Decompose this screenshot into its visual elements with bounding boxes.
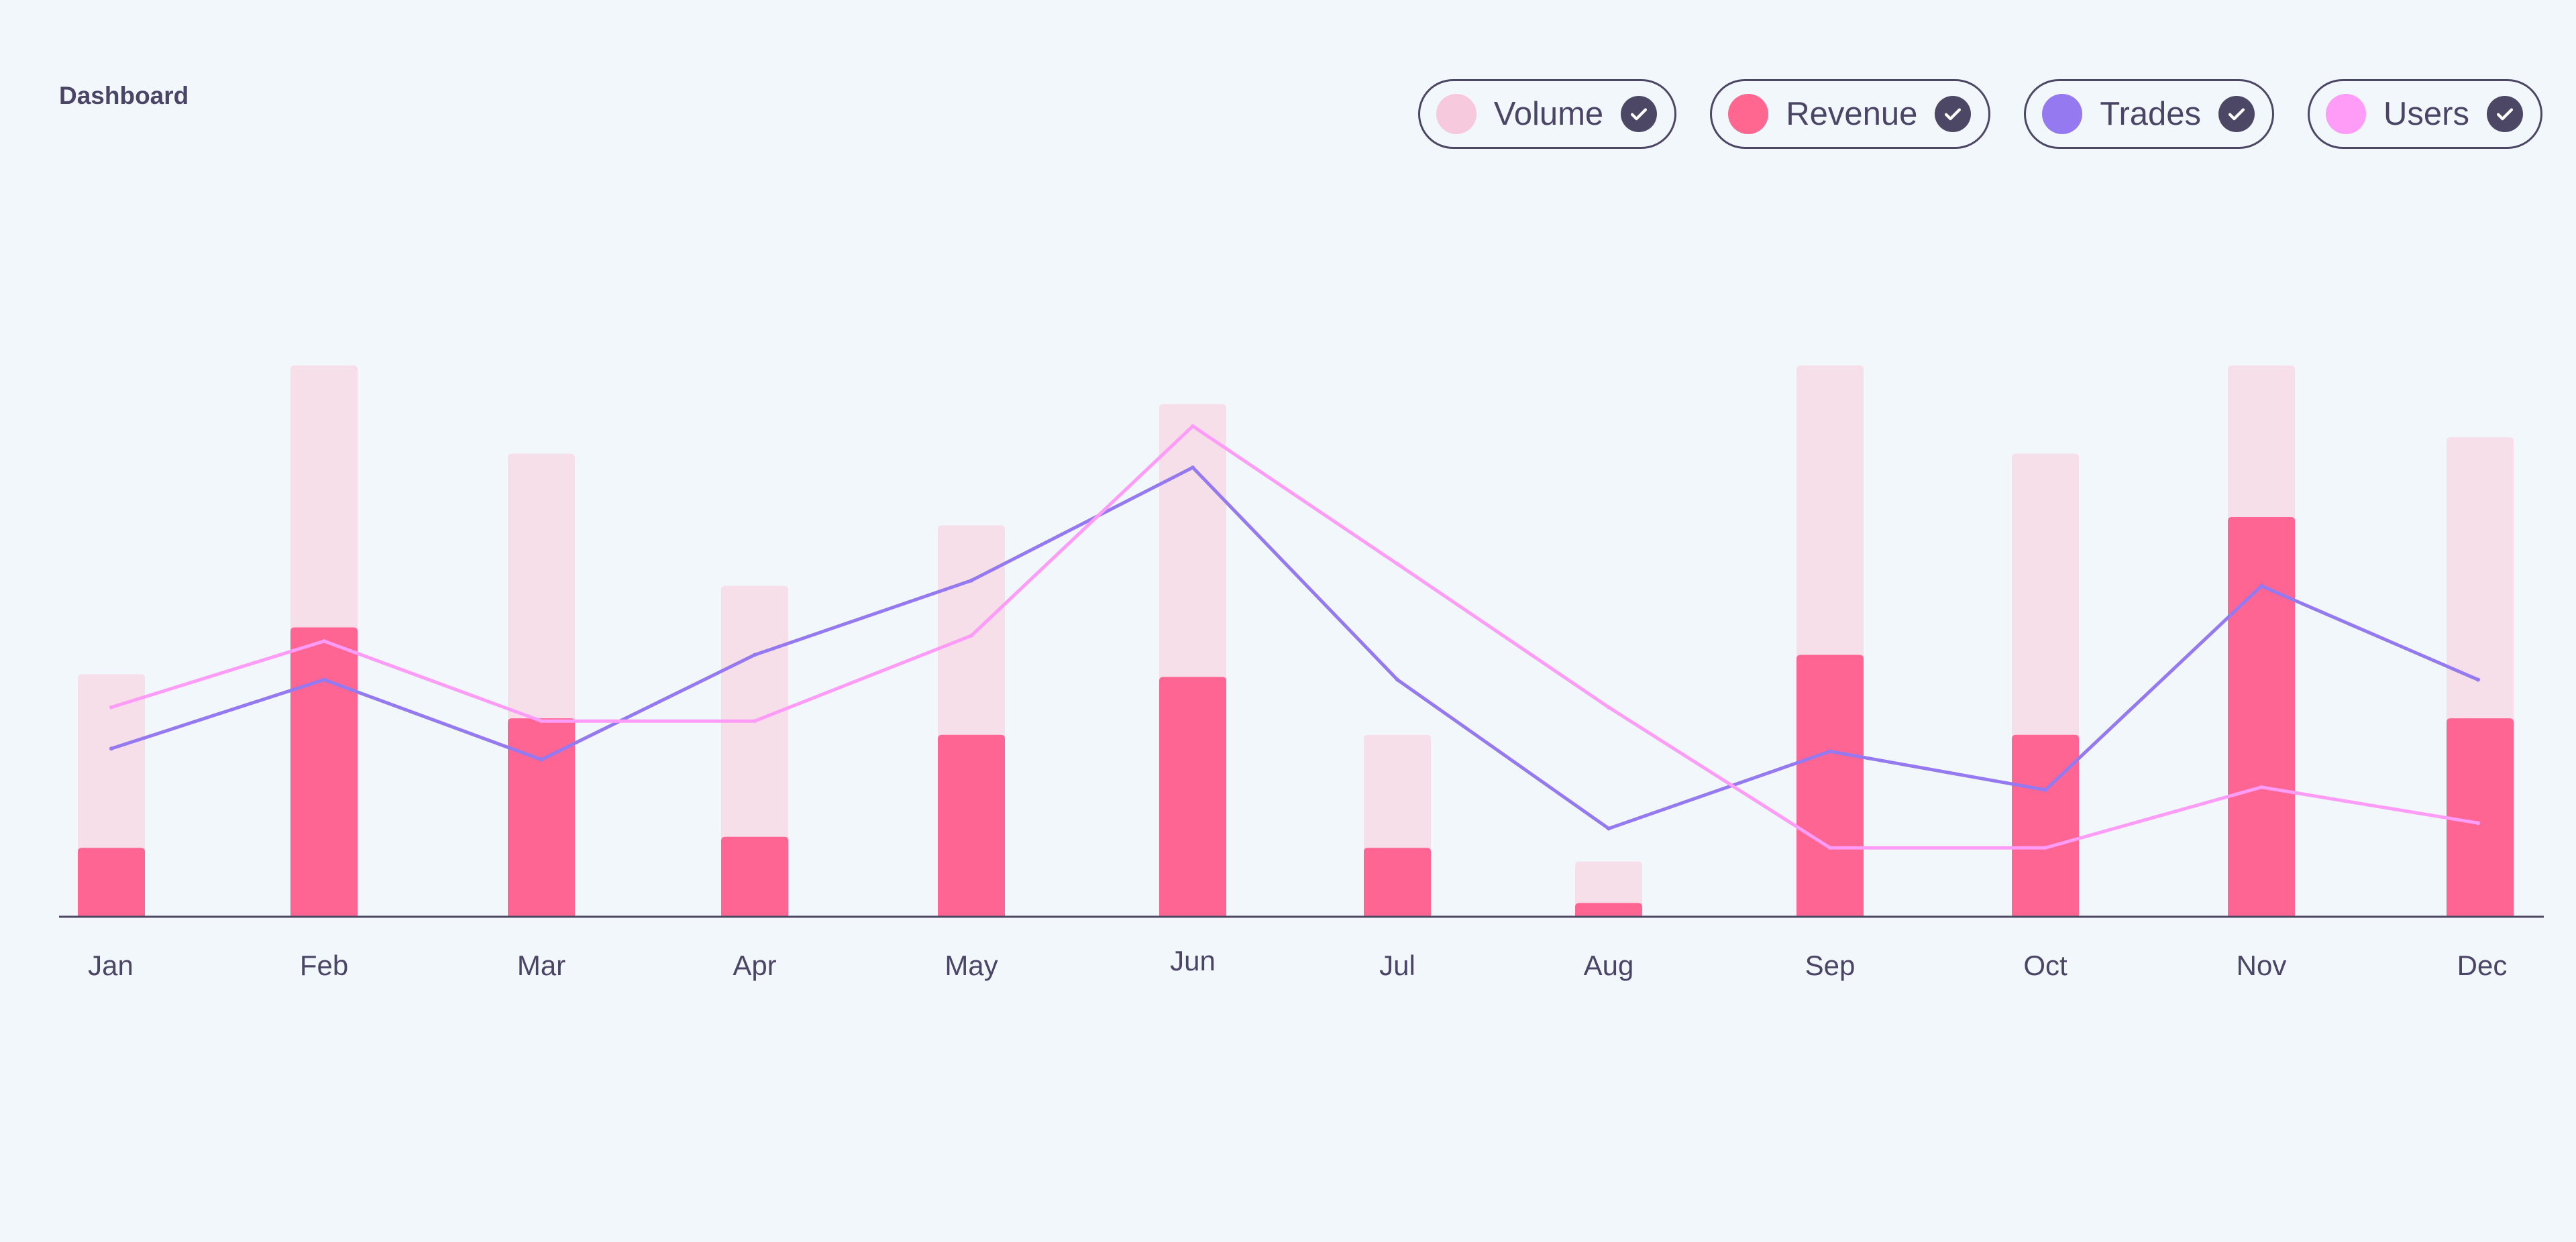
legend-toggle-revenue[interactable]: Revenue xyxy=(1710,79,1991,149)
users-line xyxy=(109,424,2480,850)
revenue-bar-sep xyxy=(1796,655,1864,917)
users-point-dec xyxy=(2476,821,2480,826)
revenue-bar-jan xyxy=(78,848,145,917)
users-point-apr xyxy=(753,719,757,724)
legend-label-revenue: Revenue xyxy=(1786,96,1918,132)
revenue-bar-jul xyxy=(1364,848,1431,917)
x-tick-label-feb: Feb xyxy=(300,950,348,981)
x-tick-label-may: May xyxy=(945,950,998,981)
trades-point-sep xyxy=(1828,749,1832,754)
check-icon xyxy=(2487,96,2523,132)
x-tick-label-nov: Nov xyxy=(2237,950,2287,981)
revenue-bar-oct xyxy=(2012,734,2079,917)
x-tick-label-jul: Jul xyxy=(1379,950,1415,981)
x-tick-label-apr: Apr xyxy=(733,950,776,981)
legend-label-trades: Trades xyxy=(2100,96,2202,132)
trades-swatch xyxy=(2042,94,2083,134)
trades-point-jul xyxy=(1395,677,1399,682)
trades-point-dec xyxy=(2476,677,2480,682)
legend-toggle-trades[interactable]: Trades xyxy=(2024,79,2275,149)
revenue-bar-feb xyxy=(290,627,358,917)
users-point-jun xyxy=(1191,424,1195,429)
trades-point-mar xyxy=(539,757,543,762)
users-point-jan xyxy=(109,705,113,710)
revenue-bar-jun xyxy=(1159,677,1226,917)
x-tick-label-aug: Aug xyxy=(1584,950,1634,981)
trades-point-jun xyxy=(1191,465,1195,470)
revenue-bar-may xyxy=(938,734,1005,917)
volume-bar-apr xyxy=(721,585,788,917)
users-point-may xyxy=(969,633,973,638)
revenue-bar-apr xyxy=(721,836,788,917)
trades-point-may xyxy=(969,578,973,583)
trades-point-apr xyxy=(753,653,757,657)
trades-point-oct xyxy=(2043,787,2047,792)
x-tick-label-jun: Jun xyxy=(1170,945,1216,976)
legend-label-users: Users xyxy=(2383,96,2469,132)
users-point-feb xyxy=(322,639,326,643)
revenue-bar-aug xyxy=(1575,903,1642,917)
check-icon xyxy=(1621,96,1658,132)
trades-point-nov xyxy=(2259,583,2263,588)
trades-point-jan xyxy=(109,746,113,751)
page-title: Dashboard xyxy=(59,82,189,109)
users-point-aug xyxy=(1607,705,1611,710)
users-point-oct xyxy=(2043,846,2047,850)
trades-line xyxy=(109,465,2480,830)
volume-swatch xyxy=(1436,94,1477,134)
revenue-swatch xyxy=(1728,94,1769,134)
revenue-bar-mar xyxy=(508,718,575,917)
trades-point-feb xyxy=(322,677,326,682)
legend-toggle-volume[interactable]: Volume xyxy=(1417,79,1677,149)
legend-label-volume: Volume xyxy=(1493,96,1604,132)
x-tick-label-mar: Mar xyxy=(517,950,566,981)
legend-toggle-users[interactable]: Users xyxy=(2308,79,2542,149)
revenue-bar-dec xyxy=(2447,718,2514,917)
users-point-sep xyxy=(1828,846,1832,850)
chart-legend: Volume Revenue Trades Users xyxy=(1417,79,2542,149)
check-icon xyxy=(2218,96,2255,132)
x-tick-label-sep: Sep xyxy=(1805,950,1856,981)
x-tick-label-jan: Jan xyxy=(88,950,133,981)
users-point-jul xyxy=(1395,561,1399,566)
users-point-nov xyxy=(2259,785,2263,789)
users-swatch xyxy=(2326,94,2367,134)
check-icon xyxy=(1935,96,1972,132)
revenue-bar-nov xyxy=(2228,517,2295,917)
x-tick-label-oct: Oct xyxy=(2023,950,2068,981)
trades-point-aug xyxy=(1607,826,1611,831)
x-tick-label-dec: Dec xyxy=(2457,950,2508,981)
users-point-mar xyxy=(539,719,543,724)
